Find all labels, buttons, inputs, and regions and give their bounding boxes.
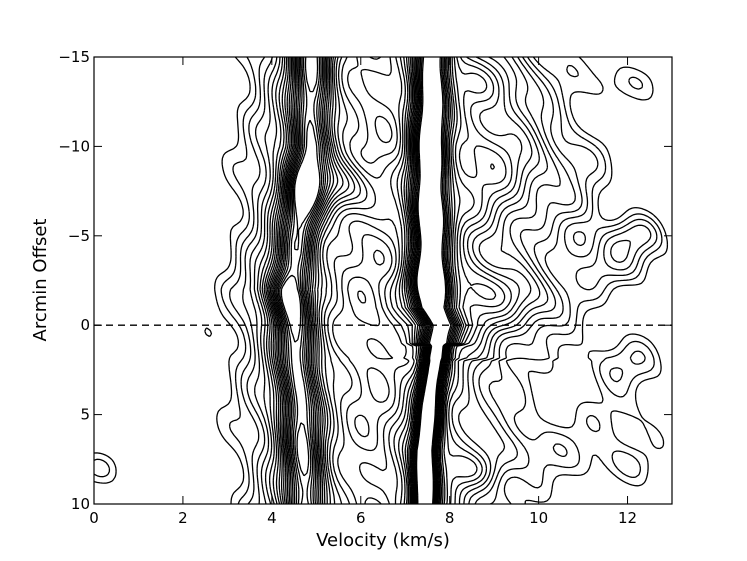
axis-tick-labels: 0 2 4 6 8 10 12 −15 −10 −5 0 5 10 (58, 48, 637, 527)
contour-level-11 (265, 57, 513, 504)
contour-level-9 (261, 57, 533, 504)
contour-level-16 (272, 57, 461, 504)
contour-level-1 (94, 57, 669, 504)
x-tick-label: 8 (445, 509, 455, 527)
x-tick-label: 6 (356, 509, 366, 527)
y-tick-label: 5 (80, 406, 90, 424)
x-tick-label: 12 (618, 509, 637, 527)
contour-lines (94, 57, 669, 504)
x-axis-label: Velocity (km/s) (316, 530, 450, 551)
x-tick-label: 0 (89, 509, 99, 527)
contour-level-22 (280, 57, 452, 504)
contour-level-3 (229, 57, 658, 504)
x-tick-label: 10 (529, 509, 548, 527)
y-tick-label: −10 (58, 137, 90, 155)
contour-level-5 (249, 57, 631, 504)
contour-level-6 (253, 57, 561, 504)
y-tick-label: −15 (58, 48, 90, 66)
y-tick-label: −5 (68, 227, 90, 245)
contour-level-21 (279, 57, 454, 504)
x-tick-label: 2 (178, 509, 188, 527)
contour-level-19 (276, 57, 456, 504)
contour-level-12 (266, 57, 507, 504)
contour-level-10 (263, 57, 523, 504)
contour-level-7 (256, 57, 549, 504)
y-axis-label: Arcmin Offset (30, 219, 51, 342)
contour-level-2 (94, 57, 663, 504)
contour-level-15 (271, 57, 463, 504)
contour-level-18 (275, 57, 458, 504)
contour-level-13 (268, 57, 496, 504)
contour-level-17 (273, 57, 459, 504)
x-tick-label: 4 (267, 509, 277, 527)
axis-ticks (93, 56, 672, 505)
plot-frame (93, 56, 673, 505)
y-tick-label: 0 (80, 316, 90, 334)
contour-level-20 (277, 57, 455, 504)
y-tick-label: 10 (71, 495, 90, 513)
contour-level-8 (259, 57, 540, 504)
